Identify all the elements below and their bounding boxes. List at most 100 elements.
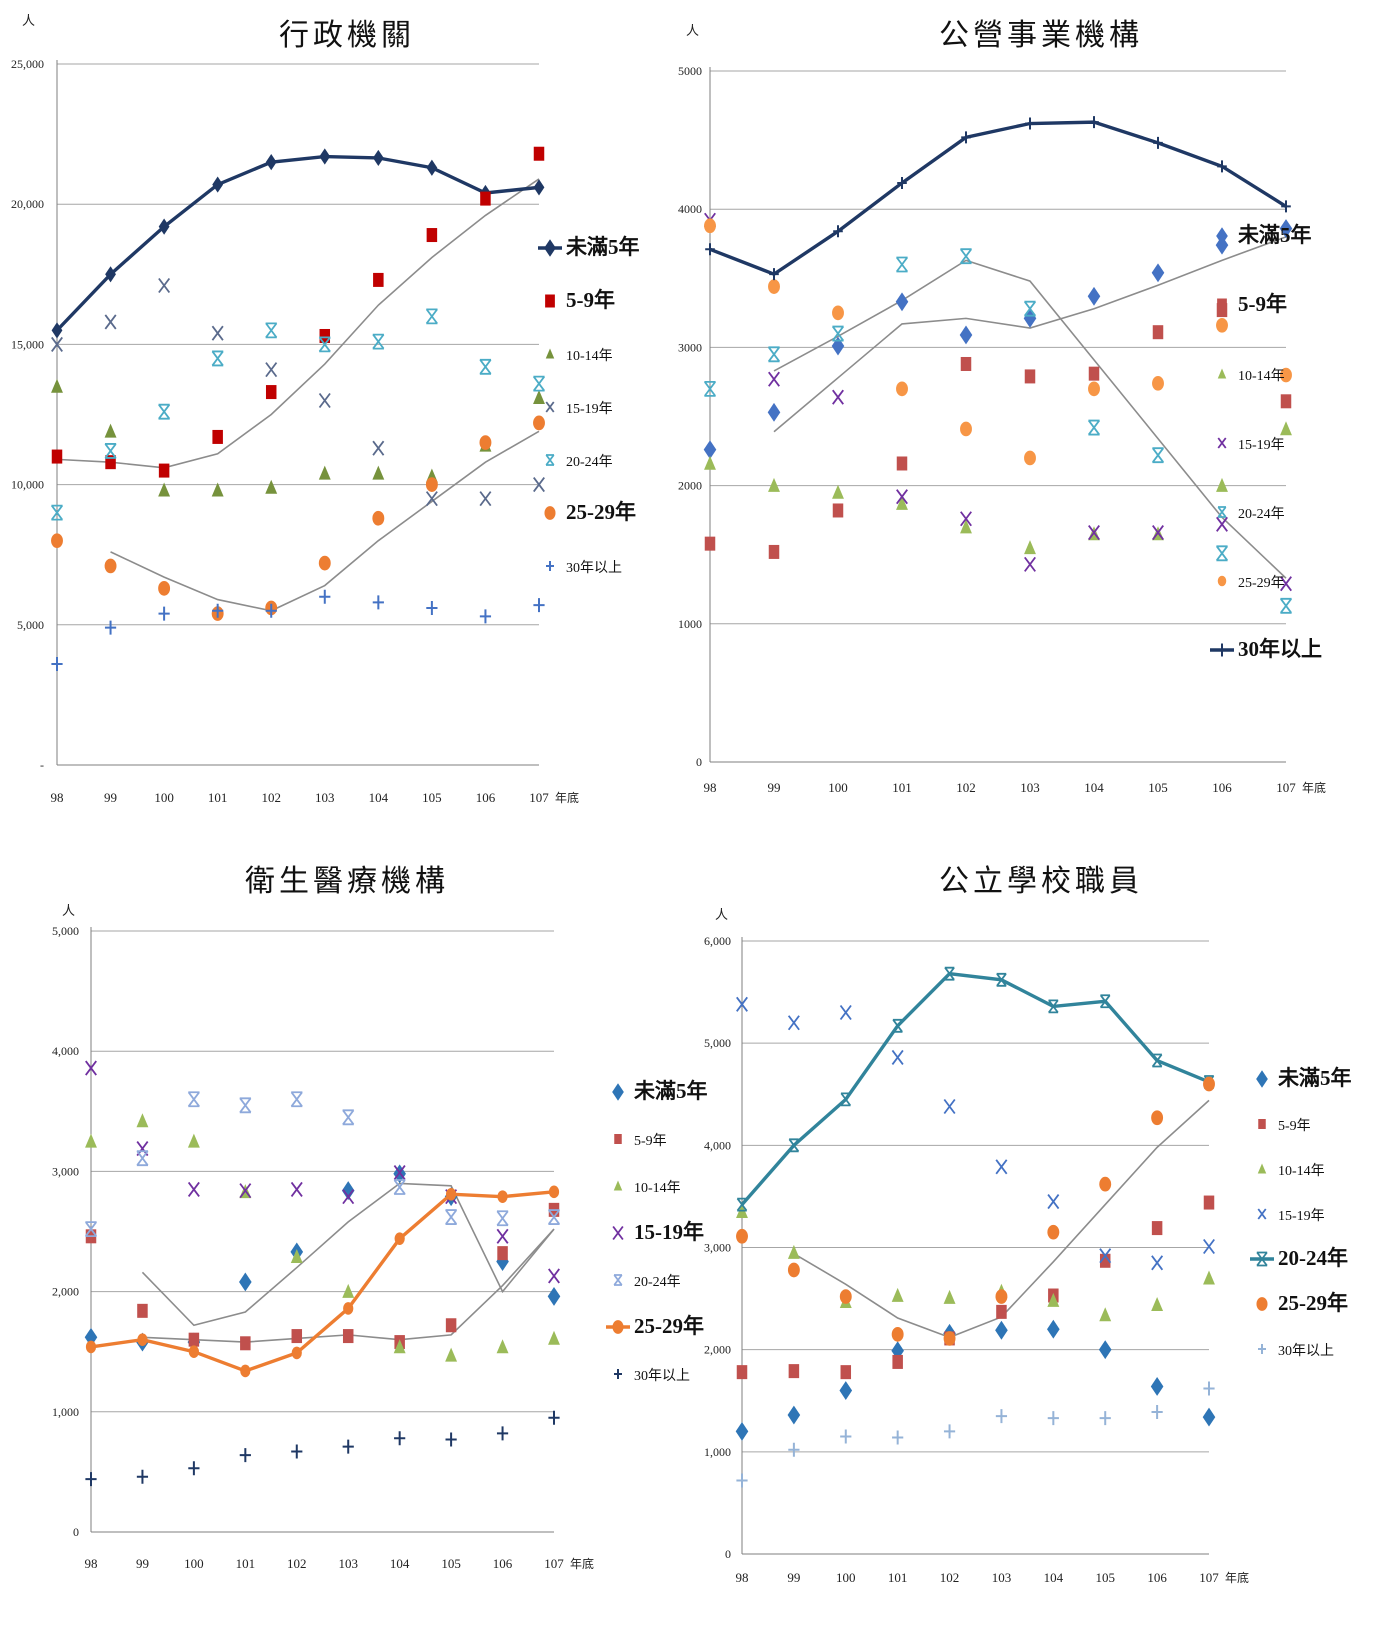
legend-item: 30年以上 — [546, 560, 622, 576]
chart-title: 衛生醫療機構 — [245, 864, 449, 899]
data-point — [735, 1421, 749, 1441]
y-tick-label: 1000 — [678, 617, 702, 631]
data-point-shape — [211, 350, 224, 367]
legend-label: 未滿5年 — [566, 235, 640, 259]
data-point — [342, 1283, 355, 1298]
data-point-shape — [239, 1183, 252, 1199]
data-point-shape — [318, 555, 331, 571]
data-point — [319, 148, 331, 165]
y-tick-label: - — [40, 758, 44, 772]
data-point — [1024, 369, 1036, 384]
data-point — [1099, 1176, 1112, 1192]
trend-line — [56, 178, 540, 469]
data-point — [961, 131, 971, 144]
data-point — [51, 378, 63, 393]
legend: 未滿5年 5-9年 10-14年 15-19年 20-24年 25-29年 30年以上 — [606, 1079, 708, 1384]
data-point-shape — [187, 1133, 200, 1148]
data-point — [290, 1249, 303, 1264]
data-point — [496, 1426, 509, 1441]
data-point-shape — [1151, 1110, 1164, 1126]
legend-marker-shape — [612, 1225, 624, 1241]
data-point — [1217, 160, 1227, 173]
data-point-shape — [158, 218, 170, 235]
data-point-shape — [393, 1165, 406, 1181]
data-point — [51, 322, 63, 339]
data-point-shape — [187, 1181, 200, 1197]
data-point — [1088, 525, 1100, 541]
data-point-shape — [342, 1439, 354, 1454]
data-point-shape — [736, 1197, 748, 1212]
legend-item: 10-14年 — [545, 348, 613, 364]
data-point-shape — [319, 328, 331, 343]
data-point-shape — [533, 179, 545, 196]
data-point-shape — [1152, 325, 1164, 340]
data-point-shape — [832, 389, 844, 405]
data-point — [425, 477, 438, 492]
series-line — [90, 1190, 555, 1373]
data-point-shape — [158, 403, 171, 420]
data-point-shape — [1216, 477, 1228, 492]
data-point — [158, 463, 170, 478]
data-point — [393, 1179, 406, 1195]
data-point-shape — [533, 375, 545, 392]
data-point — [104, 620, 117, 635]
data-point-shape — [291, 1329, 303, 1344]
data-point-shape — [768, 279, 780, 294]
x-tick-label: 107 — [544, 1556, 564, 1571]
legend-label: 30年以上 — [634, 1368, 690, 1384]
chart-panel-health-medical: 衛生醫療機構 人 0 1,000 2,000 3,000 4,000 5,000 98 99 1… — [0, 860, 708, 1633]
legend-item: 20-24年 — [613, 1274, 681, 1290]
data-point-shape — [1280, 421, 1292, 436]
legend-marker — [1257, 1208, 1267, 1220]
data-point — [188, 1345, 199, 1358]
data-point — [896, 381, 908, 397]
data-point — [211, 350, 224, 367]
data-point — [265, 322, 278, 339]
data-point — [960, 519, 972, 534]
data-point — [212, 603, 224, 618]
data-point-shape — [1203, 1270, 1215, 1285]
data-point — [1151, 263, 1165, 283]
data-point — [104, 443, 117, 459]
trend-line — [110, 430, 540, 612]
data-point-shape — [1099, 1307, 1112, 1322]
data-point-shape — [1280, 394, 1292, 409]
data-point — [188, 1332, 200, 1347]
data-point — [212, 176, 224, 193]
series-2 — [704, 421, 1292, 555]
x-tick-label: 98 — [736, 1570, 749, 1585]
trend-line — [773, 236, 1287, 433]
data-point — [1216, 545, 1228, 562]
legend-marker-shape — [545, 454, 555, 466]
legend-marker-shape — [613, 1274, 623, 1286]
data-point-shape — [372, 465, 385, 480]
data-point — [265, 479, 278, 494]
data-point-shape — [445, 1347, 458, 1362]
data-point-shape — [158, 580, 171, 596]
data-point-shape — [1025, 117, 1035, 130]
data-point — [1024, 300, 1036, 317]
chart-panel-administrative: 行政機關 人 - 5,000 10,000 15,000 20,000 25,000 98 9… — [0, 0, 694, 816]
legend-marker-shape — [613, 1180, 623, 1191]
data-point-shape — [265, 362, 278, 378]
x-tick-label: 102 — [261, 790, 281, 805]
legend-marker — [612, 1320, 624, 1334]
y-tick-label: 1,000 — [52, 1405, 79, 1419]
data-point-shape — [497, 1246, 508, 1261]
x-tick-label: 100 — [184, 1556, 204, 1571]
data-point — [85, 1060, 97, 1076]
y-tick-label: 2,000 — [52, 1285, 79, 1299]
legend-label: 15-19年 — [566, 401, 613, 417]
data-point-shape — [1047, 1193, 1060, 1210]
data-point-shape — [832, 503, 844, 518]
data-point — [239, 1183, 252, 1199]
data-point — [1088, 381, 1100, 397]
trend-line — [141, 1182, 555, 1327]
series-1 — [51, 146, 545, 478]
legend-marker — [613, 1274, 623, 1286]
data-point-shape — [832, 484, 844, 499]
x-tick-label: 103 — [338, 1556, 358, 1571]
data-point-shape — [240, 1364, 251, 1378]
data-point — [892, 1018, 903, 1033]
data-point — [943, 1289, 956, 1304]
